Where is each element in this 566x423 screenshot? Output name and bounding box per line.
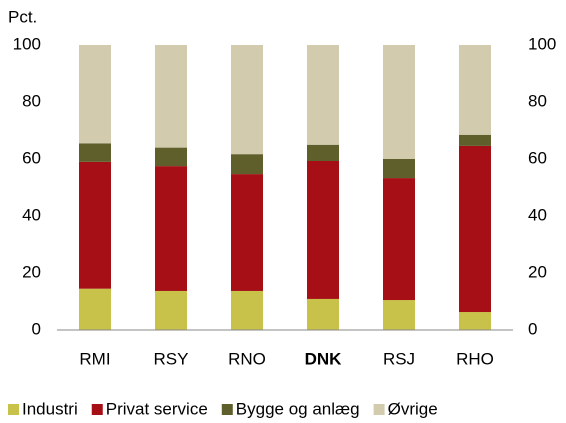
bar-segment	[459, 134, 491, 146]
bar-segment	[459, 312, 491, 330]
x-tick-label: RSJ	[383, 349, 415, 368]
y-axis-label: Pct.	[8, 7, 37, 26]
bar-segment	[307, 298, 339, 330]
legend-swatch	[8, 404, 19, 415]
legend-label: Privat service	[106, 399, 208, 418]
y-tick-label: 60	[22, 148, 41, 167]
legend-label: Industri	[22, 399, 78, 418]
bar-segment	[383, 45, 415, 159]
legend-swatch	[91, 404, 103, 415]
x-tick-label: DNK	[305, 349, 343, 368]
bar-segment	[79, 143, 111, 162]
bar-segment	[79, 288, 111, 330]
bar-segment	[155, 147, 187, 167]
y2-tick-label: 0	[528, 319, 537, 338]
bar-segment	[231, 174, 263, 291]
bar-segment	[459, 145, 491, 313]
legend-label: Bygge og anlæg	[236, 399, 360, 418]
x-tick-label: RHO	[456, 349, 494, 368]
y-tick-label: 20	[22, 262, 41, 281]
bar-segment	[459, 45, 491, 135]
bar-segment	[155, 45, 187, 148]
y-tick-label: 80	[22, 91, 41, 110]
bar-segment	[231, 45, 263, 155]
y-tick-label: 40	[22, 205, 41, 224]
bar-segment	[79, 45, 111, 144]
y2-tick-label: 80	[528, 91, 547, 110]
bar-segment	[155, 166, 187, 291]
legend-label: Øvrige	[388, 399, 438, 418]
y-tick-label: 0	[32, 319, 41, 338]
y2-tick-label: 40	[528, 205, 547, 224]
legend-swatch	[221, 404, 233, 415]
bar-segment	[383, 159, 415, 179]
x-tick-label: RNO	[228, 349, 266, 368]
x-tick-label: RMI	[79, 349, 110, 368]
bar-segment	[231, 154, 263, 175]
bar-segment	[155, 290, 187, 330]
y2-tick-label: 20	[528, 262, 547, 281]
y2-tick-label: 60	[528, 148, 547, 167]
bar-segment	[307, 144, 339, 161]
bar-segment	[307, 160, 339, 299]
legend-swatch	[373, 404, 385, 415]
y2-tick-label: 100	[528, 34, 556, 53]
bar-segment	[383, 300, 415, 330]
x-tick-label: RSY	[154, 349, 189, 368]
bar-segment	[383, 178, 415, 301]
bar-segment	[79, 161, 111, 289]
y-tick-label: 100	[13, 34, 41, 53]
bar-segment	[231, 290, 263, 330]
bar-segment	[307, 45, 339, 145]
